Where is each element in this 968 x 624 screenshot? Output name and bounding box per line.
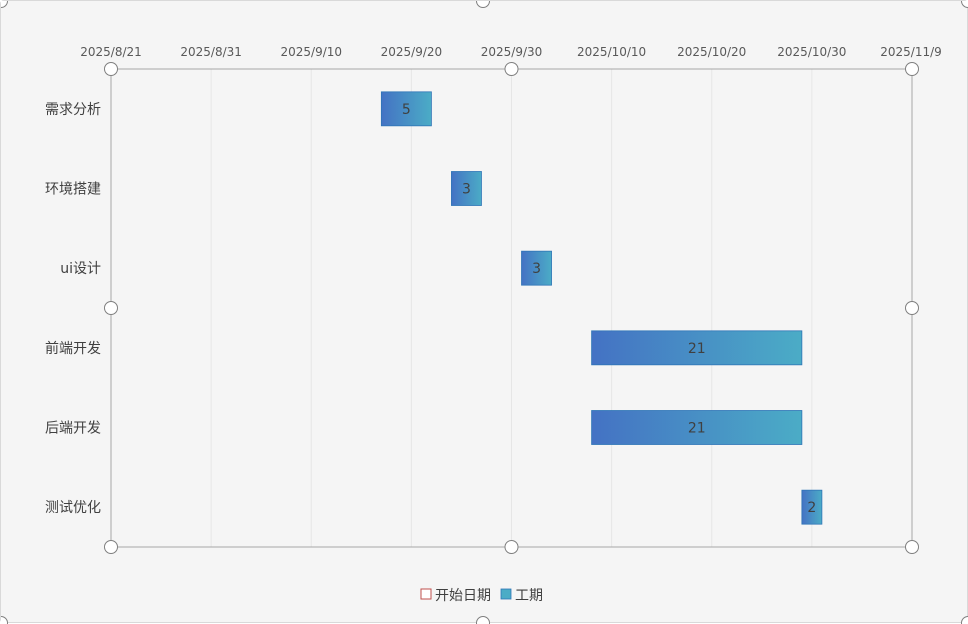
y-category-label: 后端开发 bbox=[45, 421, 101, 437]
gridlines bbox=[211, 69, 812, 547]
chart-resize-handle[interactable] bbox=[1, 1, 8, 8]
y-category-label: 测试优化 bbox=[45, 500, 101, 516]
x-tick-label: 2025/10/20 bbox=[677, 45, 746, 59]
y-category-label: ui设计 bbox=[60, 261, 101, 277]
x-tick-label: 2025/8/21 bbox=[80, 45, 142, 59]
bar-data-label: 21 bbox=[688, 421, 706, 437]
x-axis-ticks: 2025/8/21 2025/8/31 2025/9/10 2025/9/20 2025… bbox=[80, 45, 942, 59]
x-tick-label: 2025/9/10 bbox=[280, 45, 342, 59]
legend-swatch bbox=[421, 589, 431, 599]
bar-data-label: 3 bbox=[532, 261, 541, 277]
legend-swatch bbox=[501, 589, 511, 599]
plot-resize-handle[interactable] bbox=[906, 541, 919, 554]
bar-data-label: 2 bbox=[807, 500, 816, 516]
y-category-label: 需求分析 bbox=[45, 102, 101, 118]
plot-resize-handle[interactable] bbox=[505, 63, 518, 76]
y-category-label: 前端开发 bbox=[45, 340, 101, 357]
x-tick-label: 2025/10/30 bbox=[777, 45, 846, 59]
y-category-label: 环境搭建 bbox=[45, 182, 101, 198]
x-tick-label: 2025/11/9 bbox=[880, 45, 942, 59]
plot-resize-handle[interactable] bbox=[105, 63, 118, 76]
legend-label: 工期 bbox=[515, 588, 543, 604]
x-tick-label: 2025/9/30 bbox=[481, 45, 543, 59]
bar-data-label: 5 bbox=[402, 102, 411, 118]
bars: 5 3 3 21 21 2 bbox=[381, 92, 822, 524]
bar-data-label: 21 bbox=[688, 341, 706, 357]
bar-data-label: 3 bbox=[462, 182, 471, 198]
legend[interactable]: 开始日期 工期 bbox=[421, 588, 543, 604]
plot-resize-handle[interactable] bbox=[906, 63, 919, 76]
plot-resize-handle[interactable] bbox=[505, 541, 518, 554]
legend-label: 开始日期 bbox=[435, 588, 491, 604]
chart-resize-handle[interactable] bbox=[962, 1, 968, 8]
plot-resize-handle[interactable] bbox=[906, 302, 919, 315]
x-tick-label: 2025/9/20 bbox=[381, 45, 443, 59]
plot-resize-handle[interactable] bbox=[105, 302, 118, 315]
x-tick-label: 2025/10/10 bbox=[577, 45, 646, 59]
plot-resize-handle[interactable] bbox=[105, 541, 118, 554]
x-tick-label: 2025/8/31 bbox=[180, 45, 242, 59]
chart-resize-handle[interactable] bbox=[477, 1, 490, 8]
